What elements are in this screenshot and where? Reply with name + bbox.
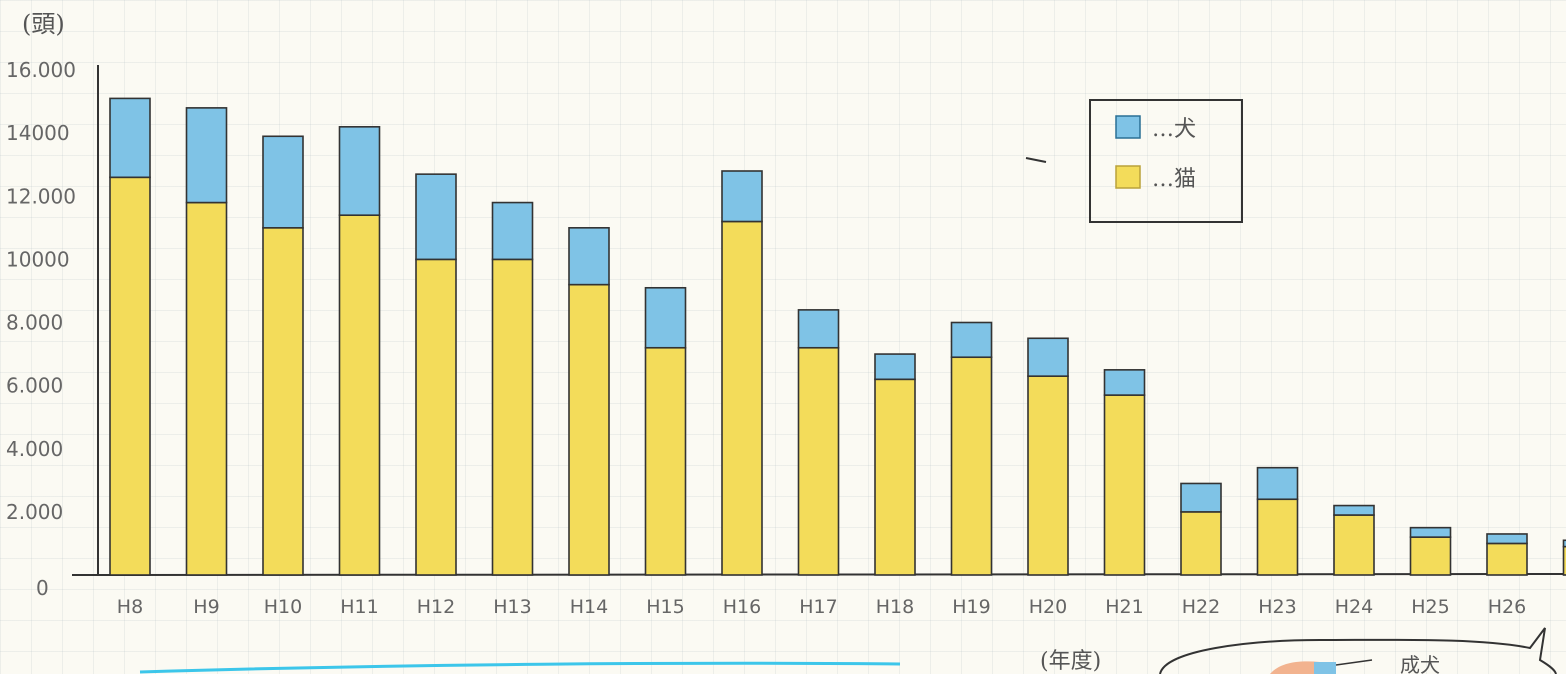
y-tick-label: 6.000 bbox=[6, 374, 63, 398]
bar-cat-H27 bbox=[1562, 545, 1566, 576]
bar-dog-H16 bbox=[721, 170, 763, 223]
bar-dog-H11 bbox=[338, 126, 381, 216]
next-chart-blue-line bbox=[139, 661, 901, 674]
y-tick-label: 10000 bbox=[6, 247, 70, 271]
bar-cat-H14 bbox=[568, 283, 610, 576]
bar-dog-H13 bbox=[491, 201, 534, 261]
legend-label-dog: …犬 bbox=[1152, 117, 1196, 142]
bar-dog-H10 bbox=[262, 135, 304, 229]
x-tick-label: H11 bbox=[340, 596, 378, 618]
legend-swatch-dog bbox=[1115, 115, 1141, 139]
bar-dog-H26 bbox=[1486, 533, 1528, 545]
bar-dog-H8 bbox=[109, 97, 151, 179]
bar-dog-H15 bbox=[644, 286, 687, 349]
bar-cat-H15 bbox=[644, 346, 687, 576]
x-tick-label: H19 bbox=[952, 596, 990, 618]
bar-cat-H26 bbox=[1486, 542, 1528, 576]
bar-cat-H8 bbox=[109, 176, 151, 576]
legend-swatch-cat bbox=[1115, 165, 1141, 189]
bar-cat-H9 bbox=[185, 201, 228, 576]
bar-dog-H27 bbox=[1562, 539, 1566, 548]
bar-dog-H22 bbox=[1180, 482, 1222, 513]
bar-dog-H18 bbox=[874, 353, 916, 381]
x-axis-label: (年度) bbox=[1040, 649, 1101, 674]
bar-cat-H19 bbox=[950, 356, 993, 576]
bar-cat-H24 bbox=[1333, 514, 1375, 576]
x-tick-label: H16 bbox=[723, 596, 761, 618]
bar-cat-H23 bbox=[1256, 498, 1299, 576]
y-tick-label: 2.000 bbox=[6, 500, 63, 524]
bar-dog-H25 bbox=[1409, 526, 1452, 538]
bar-dog-H19 bbox=[950, 321, 993, 359]
annotation-blue-mark bbox=[1314, 662, 1336, 674]
x-tick-label: H18 bbox=[876, 596, 914, 618]
y-tick-label: 12.000 bbox=[6, 184, 76, 208]
bar-dog-H17 bbox=[797, 309, 840, 349]
bar-cat-H18 bbox=[874, 378, 916, 576]
annotation-bubble: 成犬 bbox=[1159, 627, 1557, 674]
bar-cat-H20 bbox=[1027, 375, 1069, 576]
x-tick-label: H12 bbox=[417, 596, 455, 618]
legend-label-cat: …猫 bbox=[1152, 167, 1196, 192]
bar-dog-H21 bbox=[1103, 369, 1146, 396]
y-tick-label: 4.000 bbox=[6, 437, 63, 461]
legend: …犬 …猫 bbox=[1089, 99, 1243, 223]
bar-dog-H12 bbox=[415, 173, 457, 261]
legend-box bbox=[1089, 99, 1243, 223]
x-tick-label: H17 bbox=[799, 596, 837, 618]
x-tick-label: H27 bbox=[1564, 596, 1566, 618]
y-tick-label: 14000 bbox=[6, 121, 70, 145]
annotation-label: 成犬 bbox=[1400, 653, 1440, 674]
x-tick-label: H24 bbox=[1335, 596, 1373, 618]
bar-dog-H9 bbox=[185, 107, 228, 204]
bar-cat-H25 bbox=[1409, 536, 1452, 576]
x-tick-label: H25 bbox=[1411, 596, 1449, 618]
bar-cat-H12 bbox=[415, 258, 457, 576]
y-tick-label: 8.000 bbox=[6, 311, 63, 335]
y-tick-label: 0 bbox=[36, 576, 49, 600]
bar-dog-H14 bbox=[568, 227, 610, 286]
bar-dog-H24 bbox=[1333, 504, 1375, 516]
x-tick-label: H20 bbox=[1029, 596, 1067, 618]
bar-cat-H22 bbox=[1180, 511, 1222, 576]
x-tick-label: H22 bbox=[1182, 596, 1220, 618]
bar-cat-H13 bbox=[491, 258, 534, 576]
y-tick-label: 16.000 bbox=[6, 58, 76, 82]
y-axis-label: (頭) bbox=[22, 10, 65, 38]
bar-cat-H21 bbox=[1103, 394, 1146, 576]
bar-cat-H17 bbox=[797, 346, 840, 576]
stray-mark bbox=[1025, 157, 1047, 163]
bar-cat-H11 bbox=[338, 214, 381, 576]
bar-cat-H16 bbox=[721, 220, 763, 576]
x-tick-label: H13 bbox=[493, 596, 531, 618]
bar-cat-H10 bbox=[262, 227, 304, 576]
bar-dog-H23 bbox=[1256, 466, 1299, 501]
x-tick-label: H10 bbox=[264, 596, 302, 618]
x-tick-label: H8 bbox=[117, 596, 143, 618]
bar-dog-H20 bbox=[1027, 337, 1069, 377]
x-tick-label: H21 bbox=[1105, 596, 1143, 618]
x-tick-label: H9 bbox=[193, 596, 219, 618]
annotation-orange-mark bbox=[1270, 661, 1320, 674]
x-tick-label: H14 bbox=[570, 596, 608, 618]
x-tick-label: H15 bbox=[646, 596, 684, 618]
x-tick-label: H23 bbox=[1258, 596, 1296, 618]
x-tick-label: H26 bbox=[1488, 596, 1526, 618]
